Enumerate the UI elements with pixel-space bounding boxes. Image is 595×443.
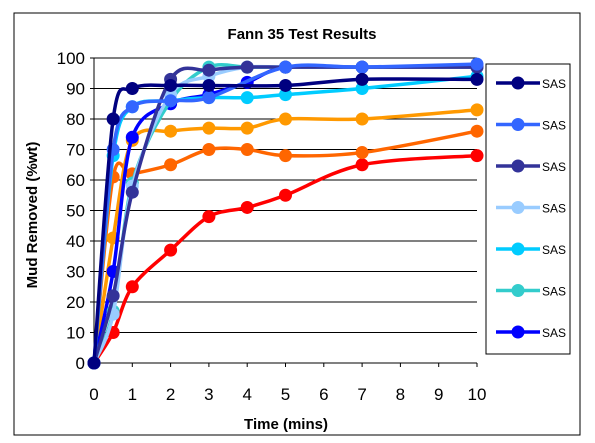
data-point xyxy=(470,57,484,71)
x-tick-label: 5 xyxy=(281,385,290,404)
legend: SAS SAS SAS SAS SAS SAS SAS xyxy=(496,76,566,340)
legend-item-6: SAS xyxy=(496,284,566,299)
data-point xyxy=(106,112,120,126)
data-point xyxy=(470,103,484,117)
legend-swatch-marker xyxy=(511,325,525,339)
data-point xyxy=(87,356,101,370)
data-point xyxy=(355,60,369,74)
legend-label: SAS xyxy=(542,77,566,91)
y-tick-label: 30 xyxy=(66,263,85,282)
y-tick-label: 50 xyxy=(66,202,85,221)
data-point xyxy=(202,143,216,156)
series-10 xyxy=(87,149,484,370)
series-1 xyxy=(87,72,484,370)
x-tick-label: 1 xyxy=(128,385,137,404)
legend-item-4: SAS xyxy=(496,201,566,216)
x-tick-label: 4 xyxy=(242,385,251,404)
legend-swatch-marker xyxy=(511,242,525,256)
data-point xyxy=(164,78,178,92)
data-point xyxy=(240,143,254,156)
legend-label: SAS xyxy=(542,202,566,216)
x-tick-label: 8 xyxy=(396,385,405,404)
data-point xyxy=(202,63,216,77)
y-axis-title: Mud Removed (%wt) xyxy=(24,142,41,289)
axis-layer: 0 10 20 30 40 50 60 70 80 90 100 0 1 2 3 4 5 6 7 8 9 10 xyxy=(57,49,487,404)
data-point xyxy=(202,210,216,224)
series-9 xyxy=(87,124,484,370)
x-axis-title: Time (mins) xyxy=(244,416,328,433)
legend-label: SAS xyxy=(542,285,566,299)
data-point xyxy=(279,88,292,102)
data-point xyxy=(279,78,292,92)
y-tick-label: 60 xyxy=(66,171,85,190)
data-point xyxy=(279,188,292,202)
y-tick-label: 20 xyxy=(66,293,85,312)
data-point xyxy=(125,82,139,95)
data-point xyxy=(470,124,484,138)
legend-swatch-marker xyxy=(511,159,525,173)
data-point xyxy=(470,149,484,163)
x-tick-label: 2 xyxy=(166,385,175,404)
x-tick-label: 3 xyxy=(204,385,213,404)
legend-label: SAS xyxy=(542,243,566,257)
data-point xyxy=(240,121,254,135)
data-point xyxy=(125,100,139,114)
data-point xyxy=(355,146,369,160)
data-point xyxy=(164,158,178,172)
data-point xyxy=(355,72,369,86)
data-point xyxy=(164,124,178,138)
legend-item-1: SAS xyxy=(496,76,566,91)
legend-item-2: SAS xyxy=(496,118,566,133)
data-point xyxy=(202,78,216,92)
data-point xyxy=(125,280,139,294)
legend-label: SAS xyxy=(542,119,566,133)
y-tick-label: 90 xyxy=(66,80,85,99)
data-point xyxy=(240,200,254,214)
x-tick-label: 6 xyxy=(319,385,328,404)
data-point xyxy=(279,149,292,163)
data-point xyxy=(164,94,178,108)
data-point xyxy=(202,121,216,135)
y-tick-label: 100 xyxy=(57,49,85,68)
legend-swatch-marker xyxy=(511,118,525,131)
data-point xyxy=(202,91,216,105)
x-tick-label: 9 xyxy=(434,385,443,404)
legend-swatch-marker xyxy=(511,76,525,90)
legend-swatch-marker xyxy=(511,201,525,214)
legend-item-5: SAS xyxy=(496,242,566,257)
y-tick-label: 70 xyxy=(66,141,85,160)
y-tick-label: 40 xyxy=(66,232,85,251)
data-point xyxy=(355,82,369,95)
series-layer xyxy=(87,57,484,370)
data-point xyxy=(355,158,369,172)
data-point xyxy=(240,60,254,74)
y-tick-label: 80 xyxy=(66,110,85,129)
data-point xyxy=(125,130,139,144)
data-point xyxy=(125,185,139,199)
legend-label: SAS xyxy=(542,326,566,340)
y-tick-label: 0 xyxy=(76,354,85,373)
y-tick-label: 10 xyxy=(66,324,85,343)
x-tick-label: 7 xyxy=(357,385,366,404)
legend-item-7: SAS xyxy=(496,325,566,340)
data-point xyxy=(106,289,120,303)
data-point xyxy=(470,72,484,86)
data-point xyxy=(279,60,292,74)
data-point xyxy=(240,91,254,105)
x-tick-label: 10 xyxy=(468,385,487,404)
x-tick-label: 0 xyxy=(89,385,98,404)
data-point xyxy=(355,112,369,126)
data-point xyxy=(164,243,178,257)
data-point xyxy=(279,112,292,126)
legend-label: SAS xyxy=(542,160,566,174)
chart-title: Fann 35 Test Results xyxy=(228,26,377,43)
legend-item-3: SAS xyxy=(496,159,566,174)
legend-swatch-marker xyxy=(511,284,525,297)
